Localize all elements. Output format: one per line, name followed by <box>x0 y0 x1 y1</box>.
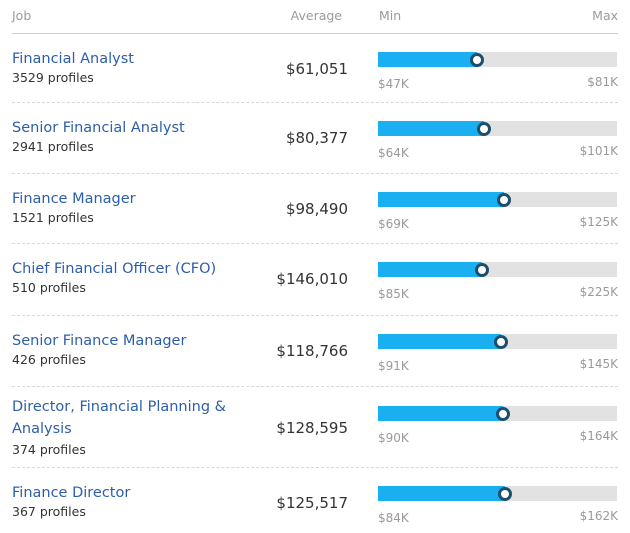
average-marker <box>476 121 491 136</box>
max-salary: $101K <box>579 144 618 158</box>
salary-range-bar <box>378 192 617 207</box>
job-title-link[interactable]: Senior Finance Manager <box>12 333 187 349</box>
salary-range-bar <box>378 486 617 501</box>
profiles-count: 374 profiles <box>12 442 86 457</box>
salary-range-fill <box>378 334 501 349</box>
average-salary: $146,010 <box>276 270 348 288</box>
average-marker <box>469 52 484 67</box>
profiles-count: 3529 profiles <box>12 70 94 85</box>
salary-range-fill <box>378 486 506 501</box>
average-salary: $61,051 <box>285 60 348 78</box>
header-job: Job <box>12 8 32 23</box>
profiles-count: 367 profiles <box>12 504 86 519</box>
average-salary: $80,377 <box>285 129 348 147</box>
table-row: Chief Financial Officer (CFO) 510 profil… <box>12 244 618 316</box>
table-header: Job Average Min Max <box>12 0 618 34</box>
salary-range-fill <box>378 121 484 136</box>
min-salary: $85K <box>378 287 409 301</box>
job-title-link[interactable]: Finance Manager <box>12 191 136 207</box>
salary-range-fill <box>378 52 477 67</box>
table-row: Senior Finance Manager 426 profiles $118… <box>12 316 618 387</box>
table-row: Senior Financial Analyst 2941 profiles $… <box>12 103 618 174</box>
max-salary: $162K <box>579 509 618 523</box>
profiles-count: 1521 profiles <box>12 210 94 225</box>
min-salary: $69K <box>378 217 409 231</box>
header-max: Max <box>592 8 618 23</box>
job-title-link[interactable]: Finance Director <box>12 485 131 501</box>
table-row: Finance Director 367 profiles $125,517 $… <box>12 468 618 533</box>
table-row: Director, Financial Planning & Analysis … <box>12 387 618 468</box>
min-salary: $47K <box>378 77 409 91</box>
min-salary: $91K <box>378 359 409 373</box>
max-salary: $145K <box>579 357 618 371</box>
average-salary: $128,595 <box>276 419 348 437</box>
salary-range-bar <box>378 52 617 67</box>
average-marker <box>475 262 490 277</box>
salary-range-bar <box>378 406 617 421</box>
salary-range-fill <box>378 192 504 207</box>
header-min: Min <box>379 8 402 23</box>
job-title-link[interactable]: Director, Financial Planning & Analysis <box>12 399 226 437</box>
max-salary: $164K <box>579 429 618 443</box>
average-marker <box>493 334 508 349</box>
salary-range-fill <box>378 262 483 277</box>
max-salary: $225K <box>579 285 618 299</box>
max-salary: $125K <box>579 215 618 229</box>
min-salary: $84K <box>378 511 409 525</box>
salary-range-bar <box>378 262 617 277</box>
job-title-link[interactable]: Chief Financial Officer (CFO) <box>12 261 217 277</box>
min-salary: $90K <box>378 431 409 445</box>
min-salary: $64K <box>378 146 409 160</box>
average-salary: $98,490 <box>285 200 348 218</box>
table-row: Financial Analyst 3529 profiles $61,051 … <box>12 34 618 103</box>
table-row: Finance Manager 1521 profiles $98,490 $6… <box>12 174 618 244</box>
header-average: Average <box>290 8 342 23</box>
job-title-link[interactable]: Financial Analyst <box>12 51 134 67</box>
profiles-count: 426 profiles <box>12 352 86 367</box>
average-marker <box>495 406 510 421</box>
profiles-count: 510 profiles <box>12 280 86 295</box>
job-title-link[interactable]: Senior Financial Analyst <box>12 120 185 136</box>
average-salary: $118,766 <box>276 342 348 360</box>
average-marker <box>498 486 513 501</box>
max-salary: $81K <box>587 75 618 89</box>
salary-range-bar <box>378 121 617 136</box>
profiles-count: 2941 profiles <box>12 139 94 154</box>
average-salary: $125,517 <box>276 494 348 512</box>
salary-range-bar <box>378 334 617 349</box>
average-marker <box>496 192 511 207</box>
salary-range-fill <box>378 406 503 421</box>
